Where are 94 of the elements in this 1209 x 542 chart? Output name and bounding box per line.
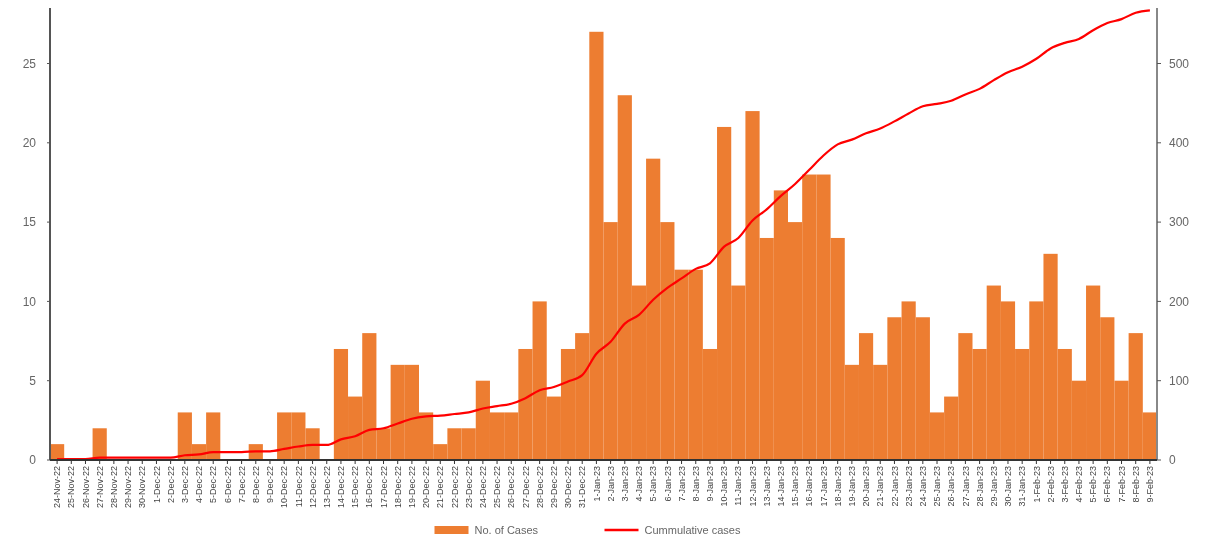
x-tick-label: 25-Nov-22 [66,466,77,509]
x-tick-label: 1-Jan-23 [591,466,602,502]
x-tick-label: 9-Dec-22 [265,466,276,504]
x-tick-label: 20-Jan-23 [861,466,872,507]
x-tick-label: 6-Dec-22 [222,466,233,504]
x-tick-label: 17-Jan-23 [818,466,829,507]
y2-tick-label: 0 [1169,453,1176,468]
bar [92,428,107,460]
x-tick-label: 13-Jan-23 [761,466,772,507]
x-tick-label: 26-Dec-22 [506,466,517,509]
y-tick-label: 5 [29,373,37,388]
x-tick-label: 7-Feb-23 [1116,466,1127,503]
x-tick-label: 17-Dec-22 [378,466,389,509]
x-tick-label: 23-Dec-22 [463,466,474,509]
y2-tick-label: 500 [1169,56,1190,71]
x-tick-label: 19-Dec-22 [407,466,418,509]
x-tick-label: 31-Dec-22 [577,466,588,509]
x-tick-label: 26-Jan-23 [946,466,957,507]
x-tick-label: 18-Jan-23 [832,466,843,507]
x-tick-label: 15-Jan-23 [790,466,801,507]
x-tick-label: 30-Dec-22 [563,466,574,509]
x-tick-label: 29-Jan-23 [988,466,999,507]
x-tick-label: 3-Feb-23 [1059,466,1070,503]
y2-tick-label: 200 [1169,294,1190,309]
x-tick-label: 15-Dec-22 [350,466,361,509]
x-tick-label: 14-Jan-23 [776,466,787,507]
x-tick-label: 2-Feb-23 [1045,466,1056,503]
y-tick-label: 10 [22,294,37,309]
y2-tick-label: 100 [1169,373,1190,388]
x-tick-label: 2-Jan-23 [605,466,616,502]
x-tick-label: 12-Jan-23 [747,466,758,507]
x-tick-label: 31-Jan-23 [1017,466,1028,507]
x-tick-label: 21-Jan-23 [875,466,886,507]
x-tick-label: 19-Jan-23 [847,466,858,507]
x-tick-label: 30-Jan-23 [1003,466,1014,507]
y2-tick-label: 300 [1169,215,1190,230]
x-tick-label: 7-Dec-22 [236,466,247,504]
line-series [56,9,1151,461]
x-tick-label: 24-Nov-22 [52,466,63,509]
x-tick-label: 23-Jan-23 [903,466,914,507]
x-tick-label: 29-Dec-22 [548,466,559,509]
x-tick-label: 13-Dec-22 [321,466,332,509]
x-tick-label: 29-Nov-22 [123,466,134,509]
x-tick-label: 4-Feb-23 [1074,466,1085,503]
legend-label: Cummulative cases [644,524,741,536]
x-tick-label: 10-Dec-22 [279,466,290,509]
x-tick-label: 14-Dec-22 [336,466,347,509]
x-tick-label: 10-Jan-23 [719,466,730,507]
x-tick-label: 7-Jan-23 [676,466,687,502]
y-tick-label: 0 [29,453,37,468]
x-tick-label: 4-Dec-22 [194,466,205,504]
x-tick-label: 1-Dec-22 [151,466,162,504]
x-tick-label: 30-Nov-22 [137,466,148,509]
x-tick-label: 16-Dec-22 [364,466,375,509]
x-tick-label: 20-Dec-22 [421,466,432,509]
x-tick-label: 28-Nov-22 [109,466,120,509]
x-tick-label: 18-Dec-22 [392,466,403,509]
x-tick-label: 21-Dec-22 [435,466,446,509]
x-tick-label: 5-Dec-22 [208,466,219,504]
x-tick-label: 8-Feb-23 [1130,466,1141,503]
x-tick-label: 28-Jan-23 [974,466,985,507]
x-tick-label: 1-Feb-23 [1031,466,1042,503]
x-tick-label: 16-Jan-23 [804,466,815,507]
x-tick-label: 5-Jan-23 [648,466,659,502]
x-tick-label: 22-Jan-23 [889,466,900,507]
x-tick-label: 26-Nov-22 [80,466,91,509]
x-tick-label: 22-Dec-22 [449,466,460,509]
x-tick-label: 28-Dec-22 [534,466,545,509]
x-tick-label: 8-Dec-22 [250,466,261,504]
x-tick-label: 25-Jan-23 [932,466,943,507]
legend-label: No. of Cases [474,524,539,536]
x-tick-label: 25-Dec-22 [492,466,503,509]
x-tick-label: 9-Feb-23 [1145,466,1156,503]
x-tick-label: 11-Dec-22 [293,466,304,508]
x-tick-label: 3-Dec-22 [179,466,190,504]
x-tick-label: 8-Jan-23 [690,466,701,502]
x-tick-label: 11-Jan-23 [733,466,744,506]
x-tick-label: 24-Jan-23 [917,466,928,507]
x-tick-label: 5-Feb-23 [1088,466,1099,503]
x-tick-label: 2-Dec-22 [165,466,176,504]
y-tick-label: 15 [22,215,37,230]
y-tick-label: 25 [22,56,37,71]
x-tick-label: 9-Jan-23 [705,466,716,502]
x-tick-label: 27-Nov-22 [94,466,105,509]
x-tick-label: 27-Jan-23 [960,466,971,507]
x-tick-label: 6-Jan-23 [662,466,673,502]
x-tick-label: 24-Dec-22 [478,466,489,509]
x-tick-label: 6-Feb-23 [1102,466,1113,503]
y2-tick-label: 400 [1169,136,1190,151]
y-tick-label: 20 [22,136,37,151]
x-tick-label: 4-Jan-23 [634,466,645,502]
x-tick-label: 3-Jan-23 [619,466,630,502]
x-tick-label: 12-Dec-22 [307,466,318,509]
x-tick-label: 27-Dec-22 [520,466,531,509]
